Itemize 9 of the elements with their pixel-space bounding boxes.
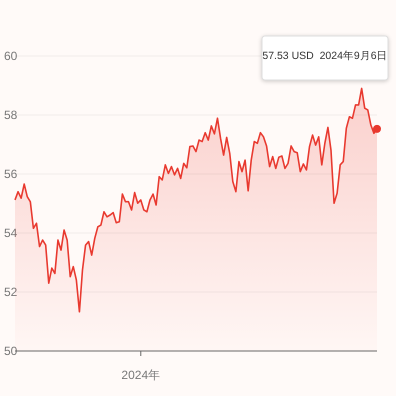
- y-tick-label: 52: [4, 284, 18, 299]
- y-tick-label: 54: [4, 226, 18, 240]
- annotation: 57.53 USD 2024年9月6日: [262, 50, 388, 62]
- y-tick-label: 60: [4, 48, 18, 63]
- x-tick-label: 2024年: [121, 368, 160, 382]
- y-tick-label: 56: [4, 166, 18, 181]
- tooltip: 57.53 USD 2024年9月6日: [262, 36, 388, 80]
- y-tick-label: 50: [4, 344, 18, 358]
- y-tick-label: 58: [4, 108, 18, 122]
